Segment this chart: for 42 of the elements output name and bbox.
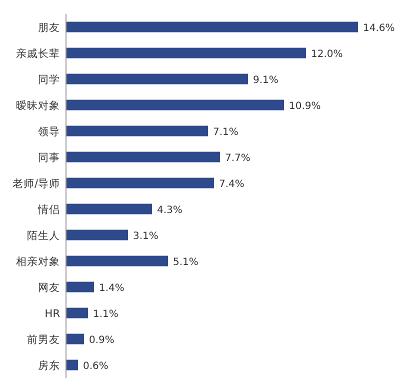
y-tick-label: 陌生人: [27, 229, 60, 242]
y-tick-label: 前男友: [27, 334, 60, 346]
data-label: 7.1%: [213, 127, 238, 138]
y-tick-label: 暧昧对象: [16, 99, 60, 112]
data-label: 0.6%: [83, 361, 108, 372]
bar: [66, 282, 94, 292]
data-label: 9.1%: [253, 75, 278, 86]
bar: [66, 152, 220, 162]
y-tick-label: 同学: [38, 74, 60, 86]
bar: [66, 256, 168, 266]
bar: [66, 360, 78, 370]
y-tick-label: 老师/导师: [12, 177, 60, 190]
data-label: 1.4%: [99, 283, 124, 294]
bar: [66, 178, 214, 188]
data-label: 10.9%: [289, 101, 321, 112]
data-label: 12.0%: [311, 49, 343, 60]
data-label: 5.1%: [173, 257, 198, 268]
y-tick-label: HR: [44, 308, 60, 320]
data-label: 3.1%: [133, 231, 158, 242]
y-tick-label: 情侣: [37, 203, 60, 216]
data-label: 1.1%: [93, 309, 118, 320]
data-label: 14.6%: [363, 23, 395, 34]
data-label: 7.7%: [225, 153, 250, 164]
bar: [66, 334, 84, 344]
bar: [66, 308, 88, 318]
y-tick-label: 同事: [38, 151, 60, 164]
data-label: 0.9%: [89, 335, 114, 346]
bar: [66, 100, 284, 110]
y-tick-label: 房东: [38, 359, 60, 372]
bar: [66, 204, 152, 214]
bar: [66, 126, 208, 136]
bar: [66, 230, 128, 240]
data-label: 4.3%: [157, 205, 182, 216]
data-label: 7.4%: [219, 179, 244, 190]
y-tick-label: 相亲对象: [16, 255, 60, 268]
y-tick-label: 网友: [38, 282, 60, 294]
bar: [66, 48, 306, 58]
bar: [66, 74, 248, 84]
y-tick-label: 朋友: [38, 22, 60, 34]
y-tick-label: 亲戚长辈: [16, 47, 60, 60]
y-tick-label: 领导: [38, 126, 60, 138]
bar: [66, 22, 358, 32]
